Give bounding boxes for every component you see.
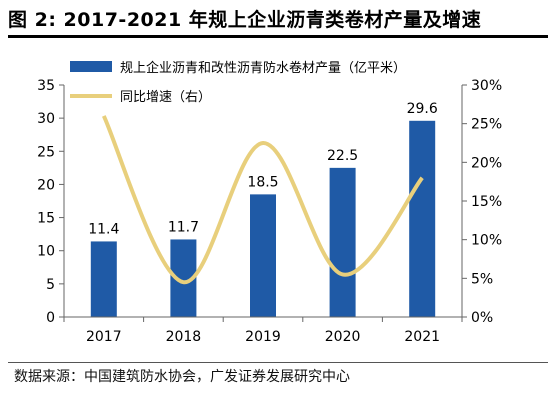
bar-2017 xyxy=(90,241,117,317)
line-series xyxy=(101,115,424,285)
left-axis-tick-label: 0 xyxy=(46,310,55,326)
x-axis: 2017 2018 2019 2020 2021 xyxy=(63,316,463,345)
figure-title-bar: 图 2: 2017-2021 年规上企业沥青类卷材产量及增速 xyxy=(8,6,548,38)
x-axis-tick-label: 2017 xyxy=(86,329,122,345)
legend-swatch-bar xyxy=(70,61,112,72)
right-axis-tick-label: 10% xyxy=(471,233,502,249)
left-axis-tick-label: 30 xyxy=(37,111,55,127)
bar-2020 xyxy=(329,167,356,317)
right-axis-tick-label: 15% xyxy=(471,194,502,210)
source-note: 数据来源：中国建筑防水协会，广发证券发展研究中心 xyxy=(14,369,350,385)
x-axis-tick-label: 2021 xyxy=(404,329,440,345)
chart: 规上企业沥青和改性沥青防水卷材产量（亿平米） 同比增速（右） 0 5 10 15 20 25… xyxy=(37,60,502,345)
bar-data-label: 22.5 xyxy=(327,148,358,164)
right-axis-tick-label: 30% xyxy=(471,78,502,94)
source-divider xyxy=(8,362,548,363)
x-axis-tick-label: 2020 xyxy=(325,329,361,345)
right-y-axis: 0% 5% 10% 15% 20% 25% 30% xyxy=(461,78,502,326)
right-axis-tick-label: 20% xyxy=(471,155,502,171)
legend-label-line: 同比增速（右） xyxy=(120,90,211,105)
bar-data-label: 11.7 xyxy=(168,219,199,235)
left-axis-tick-label: 20 xyxy=(37,177,55,193)
left-axis-tick-label: 5 xyxy=(46,277,55,293)
left-axis-tick-label: 25 xyxy=(37,144,55,160)
left-axis-tick-label: 10 xyxy=(37,244,55,260)
left-y-axis: 0 5 10 15 20 25 30 35 xyxy=(37,78,65,326)
right-axis-tick-label: 25% xyxy=(471,117,502,133)
x-axis-tick-label: 2018 xyxy=(166,329,202,345)
legend: 规上企业沥青和改性沥青防水卷材产量（亿平米） 同比增速（右） xyxy=(70,60,406,105)
bar-series xyxy=(90,120,436,318)
right-axis-tick-label: 0% xyxy=(471,310,493,326)
bar-2019 xyxy=(250,194,276,317)
growth-rate-line xyxy=(101,115,424,285)
bar-data-label: 29.6 xyxy=(407,101,438,117)
figure-title: 图 2: 2017-2021 年规上企业沥青类卷材产量及增速 xyxy=(8,9,482,31)
bar-data-label: 11.4 xyxy=(88,221,119,237)
legend-label-bar: 规上企业沥青和改性沥青防水卷材产量（亿平米） xyxy=(120,60,406,76)
title-underline xyxy=(8,35,548,38)
bar-data-label: 18.5 xyxy=(247,174,278,190)
right-axis-tick-label: 5% xyxy=(471,271,493,287)
bar-2021 xyxy=(409,120,436,318)
bar-data-labels: 11.4 11.7 18.5 22.5 29.6 xyxy=(88,101,438,238)
left-axis-tick-label: 35 xyxy=(37,78,55,94)
left-axis-tick-label: 15 xyxy=(37,211,55,227)
x-axis-tick-label: 2019 xyxy=(245,329,281,345)
